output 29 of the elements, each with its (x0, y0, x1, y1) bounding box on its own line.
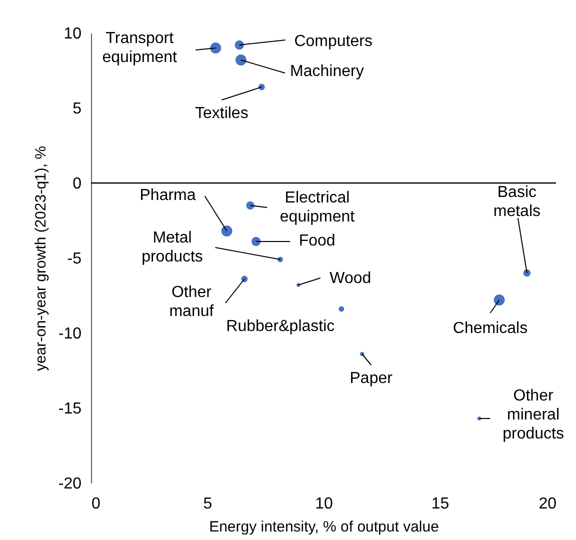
annotation: Food (298, 232, 336, 250)
annotation: Machinery (290, 63, 364, 80)
y-tick-label: 5 (72, 100, 82, 118)
x-axis-title: Energy intensity, % of output value (209, 518, 439, 536)
annotation: Wood (330, 270, 372, 287)
annotation: Computers (294, 33, 372, 50)
annotation: Other manuf (169, 284, 214, 320)
x-tick-label: 0 (92, 496, 100, 512)
annotation: Rubber&plastic (226, 318, 335, 335)
annotation: Textiles (194, 105, 248, 122)
y-tick-label: -5 (67, 250, 82, 268)
annotation: Other mineral products (502, 388, 564, 442)
y-tick-label: 10 (64, 26, 82, 42)
y-tick-label: -15 (58, 400, 82, 418)
x-tick-label: 5 (203, 496, 212, 512)
annotation: Basic metals (493, 184, 540, 220)
x-tick-label: 15 (431, 496, 450, 512)
annotation: Pharma (140, 187, 196, 204)
annotation: Chemicals (452, 320, 528, 337)
x-tick-label: 10 (315, 496, 333, 512)
y-tick-label: -10 (58, 326, 82, 342)
annotation: Transport equipment (102, 30, 178, 66)
y-axis-title: year-on-year growth (2023-q1), % (32, 146, 50, 372)
x-tick-label: 20 (538, 496, 557, 512)
annotation: Metal products (142, 230, 203, 266)
annotation: Electrical equipment (280, 190, 356, 226)
annotation: Paper (350, 370, 394, 387)
y-tick-label: 0 (72, 176, 82, 192)
y-tick-label: -20 (58, 476, 82, 492)
